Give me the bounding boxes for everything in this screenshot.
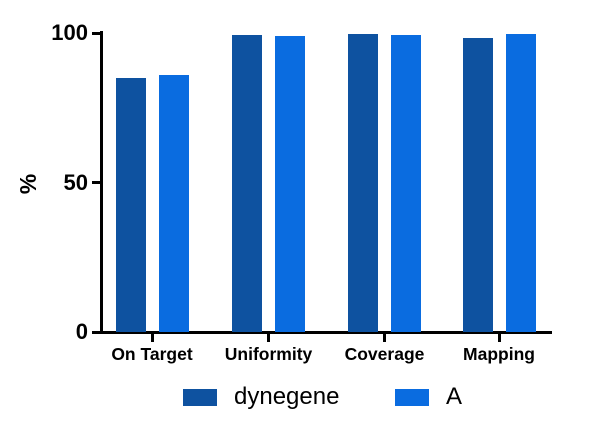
y-tick-mark — [92, 181, 102, 185]
legend-label-A: A — [446, 383, 463, 410]
x-tick-mark — [150, 334, 154, 342]
y-tick-mark — [92, 31, 102, 35]
x-axis-label-mapping: Mapping — [463, 344, 535, 364]
bar-dynegene-coverage — [348, 33, 378, 333]
bar-A-coverage — [391, 34, 421, 333]
x-tick-mark — [497, 334, 501, 342]
bar-dynegene-uniformity — [232, 34, 262, 333]
y-tick-mark — [92, 330, 102, 334]
x-tick-mark — [267, 334, 270, 342]
legend-swatch-dynegene — [183, 388, 217, 406]
x-axis-label-on-target: On Target — [111, 344, 193, 364]
x-axis-line — [100, 331, 552, 334]
legend-entry-dynegene: dynegene — [183, 383, 339, 411]
x-axis-label-coverage: Coverage — [344, 344, 425, 364]
bar-dynegene-mapping — [462, 38, 493, 333]
x-axis-label-uniformity: Uniformity — [224, 344, 313, 364]
bar-A-on-target — [158, 74, 189, 333]
x-tick-mark — [383, 334, 386, 342]
bar-dynegene-on-target — [115, 77, 146, 333]
legend-swatch-A — [395, 388, 429, 406]
bar-A-uniformity — [275, 35, 305, 333]
bar-A-mapping — [505, 34, 536, 333]
legend-label-dynegene: dynegene — [234, 383, 340, 410]
legend-entry-A: A — [395, 383, 462, 411]
y-tick-label: 50 — [63, 169, 88, 195]
y-tick-label: 0 — [75, 319, 88, 345]
y-tick-label: 100 — [51, 20, 88, 45]
